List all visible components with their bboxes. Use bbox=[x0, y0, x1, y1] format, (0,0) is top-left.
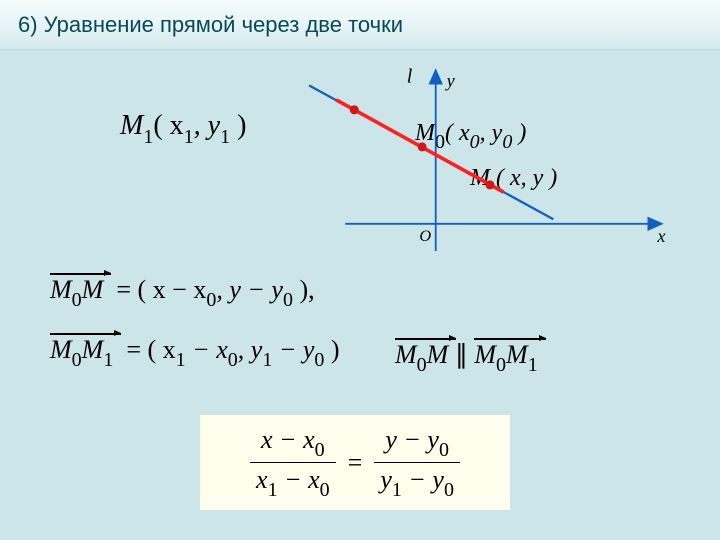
header-bar: 6) Уравнение прямой через две точки bbox=[0, 0, 720, 50]
main-equation: x − x0 x1 − x0 = y − y0 y1 − y0 bbox=[200, 415, 510, 510]
parallel-expression: M0M ∥ M0M1 bbox=[395, 340, 538, 375]
content-area: M1( x1, y1 ) M0( x0, y0 ) M ( x, y ) lyx… bbox=[0, 50, 720, 540]
m0m-vector-expression: M0M = ( x − x0, y − y0 ), bbox=[50, 275, 315, 310]
page-title: 6) Уравнение прямой через две точки bbox=[18, 12, 403, 38]
svg-text:y: y bbox=[445, 70, 456, 90]
m1-point-label: M1( x1, y1 ) bbox=[120, 110, 246, 147]
svg-text:x: x bbox=[656, 226, 665, 246]
m0m1-vector-expression: M0M1 = ( x1 − x0, y1 − y0 ) bbox=[50, 335, 340, 370]
svg-text:O: O bbox=[419, 226, 431, 245]
coordinate-diagram: l y x O bbox=[300, 60, 680, 270]
svg-text:l: l bbox=[407, 66, 413, 88]
